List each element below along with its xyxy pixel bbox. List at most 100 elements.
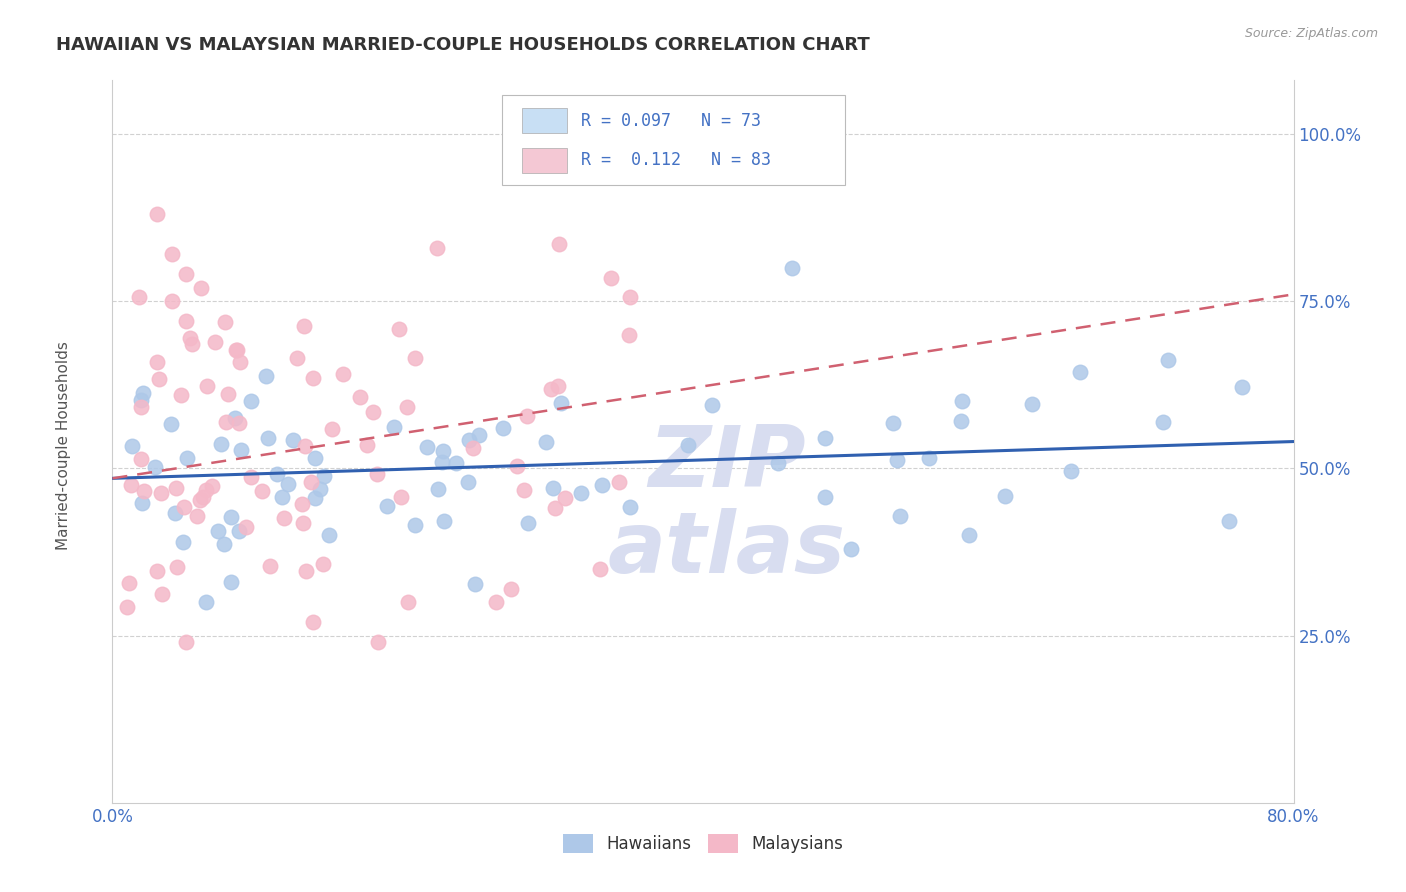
Text: ZIP: ZIP xyxy=(648,422,806,505)
Point xyxy=(814,490,837,504)
Point xyxy=(170,388,193,402)
Point xyxy=(190,281,212,295)
Point xyxy=(554,491,576,505)
Point xyxy=(458,433,481,447)
Point xyxy=(271,490,294,504)
Text: Source: ZipAtlas.com: Source: ZipAtlas.com xyxy=(1244,27,1378,40)
Point xyxy=(506,458,529,473)
Point xyxy=(117,599,139,614)
Point xyxy=(165,482,187,496)
Point xyxy=(361,404,384,418)
Point xyxy=(889,508,911,523)
Point xyxy=(388,321,411,335)
Point xyxy=(957,528,980,542)
Point xyxy=(349,390,371,404)
Point xyxy=(229,443,252,458)
Point xyxy=(501,582,523,596)
Point xyxy=(132,484,155,499)
Point xyxy=(229,355,252,369)
Point xyxy=(375,500,398,514)
Point xyxy=(619,289,641,303)
Point xyxy=(254,369,277,384)
Point xyxy=(294,439,316,453)
Point xyxy=(235,520,257,534)
Point xyxy=(200,478,222,492)
Point xyxy=(356,438,378,452)
Point xyxy=(332,367,354,381)
Point xyxy=(415,440,437,454)
Point xyxy=(146,207,169,221)
Point xyxy=(780,260,803,275)
Point xyxy=(294,565,316,579)
Point xyxy=(1157,352,1180,367)
Point xyxy=(540,382,562,396)
Point xyxy=(886,453,908,467)
Point xyxy=(160,417,183,431)
Text: atlas: atlas xyxy=(607,508,845,591)
Point xyxy=(619,327,641,342)
Point xyxy=(128,290,150,304)
Point xyxy=(240,393,263,408)
Point xyxy=(291,516,314,530)
Point xyxy=(266,467,288,481)
Point xyxy=(814,431,837,445)
Point xyxy=(292,318,315,333)
Point xyxy=(186,509,208,524)
Point xyxy=(172,534,194,549)
Point xyxy=(290,497,312,511)
Point xyxy=(427,482,450,496)
Point xyxy=(513,483,536,497)
Legend: Hawaiians, Malaysians: Hawaiians, Malaysians xyxy=(557,827,849,860)
Point xyxy=(312,558,335,572)
Point xyxy=(994,489,1017,503)
Point xyxy=(321,421,343,435)
Point xyxy=(132,386,155,401)
Point xyxy=(517,516,540,530)
Point xyxy=(464,577,486,591)
Point xyxy=(619,500,641,514)
Point xyxy=(1218,514,1240,528)
Point xyxy=(191,491,214,505)
Point xyxy=(148,371,170,385)
Point xyxy=(302,370,325,384)
Point xyxy=(195,483,218,497)
Point xyxy=(209,436,232,450)
Point xyxy=(173,500,195,515)
Point xyxy=(174,635,197,649)
Point xyxy=(702,398,724,412)
Point xyxy=(180,336,202,351)
Point xyxy=(214,315,236,329)
Point xyxy=(207,524,229,538)
Point xyxy=(179,331,201,345)
Point xyxy=(468,428,491,442)
Point xyxy=(121,439,143,453)
Point xyxy=(426,241,449,255)
Point xyxy=(1069,365,1091,379)
Bar xyxy=(522,148,567,173)
Point xyxy=(541,481,564,495)
Point xyxy=(299,475,322,489)
Point xyxy=(366,467,388,481)
Point xyxy=(120,478,142,492)
Point xyxy=(950,414,973,428)
Point xyxy=(588,562,610,576)
Point xyxy=(550,395,572,409)
Point xyxy=(536,435,558,450)
Point xyxy=(304,450,326,465)
Point xyxy=(145,564,167,578)
Point xyxy=(395,400,418,414)
Point xyxy=(768,456,790,470)
Point xyxy=(174,314,197,328)
Point xyxy=(150,486,173,500)
Point xyxy=(485,595,508,609)
Point xyxy=(219,575,242,590)
Point xyxy=(404,518,426,533)
Point xyxy=(396,595,419,609)
Point xyxy=(129,393,152,408)
Point xyxy=(225,343,247,357)
Point xyxy=(176,450,198,465)
Point xyxy=(118,575,141,590)
Point xyxy=(569,486,592,500)
Point xyxy=(219,509,242,524)
Point xyxy=(547,378,569,392)
